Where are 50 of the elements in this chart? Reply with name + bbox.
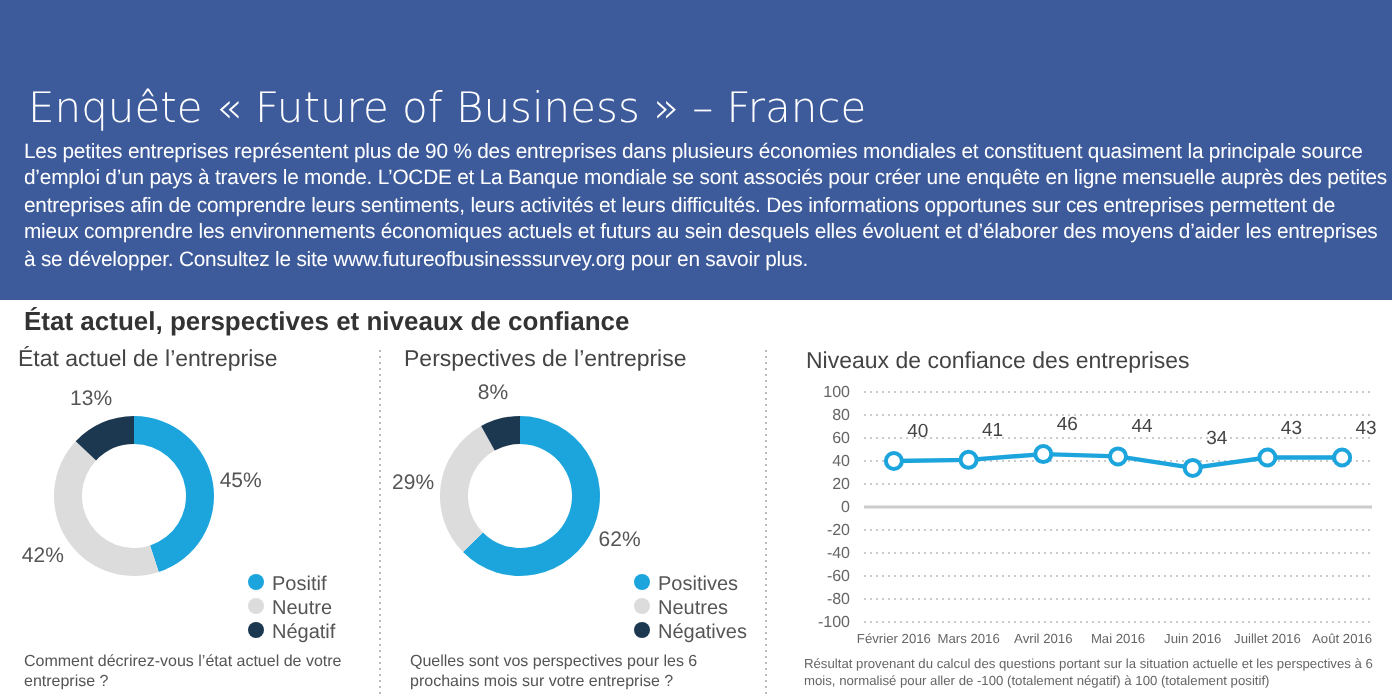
y-tick-label: 80 <box>832 406 852 425</box>
point <box>1257 447 1278 468</box>
text: Comment décrirez-vous l’état actuel de votre entreprise ? <box>24 652 343 690</box>
point <box>1332 447 1353 468</box>
chart-title: Perspectives de l’entreprise <box>404 348 687 372</box>
y-tick-label: 60 <box>832 429 852 448</box>
donut-slice <box>75 416 134 461</box>
data-label: 40 <box>907 421 929 443</box>
legend-label: Positives <box>658 574 739 596</box>
data-label: 8% <box>477 381 509 406</box>
y-tick-label: -80 <box>826 590 852 609</box>
data-label: 41 <box>982 419 1004 442</box>
y-tick-label: -40 <box>826 544 852 563</box>
donut-slice <box>134 416 214 573</box>
y-tick-label: -60 <box>826 567 852 586</box>
y-tick-label: 40 <box>832 452 852 471</box>
data-label: 62% <box>598 527 641 552</box>
point <box>958 449 979 470</box>
legend-label: Positif <box>272 574 327 596</box>
legend-label: Neutres <box>658 598 729 620</box>
donut-slice <box>481 416 520 451</box>
legend-label: Neutre <box>272 598 333 620</box>
data-label: 44 <box>1131 416 1153 439</box>
point <box>1108 446 1128 467</box>
point <box>1033 444 1054 465</box>
data-label: 46 <box>1056 414 1078 437</box>
chart-title: Niveaux de confiance des entreprises <box>806 350 1191 374</box>
data-label: 29% <box>392 470 435 495</box>
data-label: 43 <box>1355 417 1377 440</box>
y-tick-label: 20 <box>832 475 852 494</box>
legend-label: Négatif <box>272 622 336 644</box>
text: État actuel, perspectives et niveaux de confiance <box>24 306 630 336</box>
y-tick-label: -100 <box>817 613 852 632</box>
donut-slice <box>462 416 600 576</box>
y-tick-label: -20 <box>826 521 852 540</box>
text: Les petites entreprises représentent plus de 90 % des entreprises dans plusieurs économies mondiales et constituent quasiment la principale source d’emploi d’un pays à travers le monde. L’OCDE et La Banque mondiale se sont associés pour créer une enquête en ligne mensuelle auprès des petites entreprises afin de comprendre leurs sentiments, leurs activités et leurs difficultés. Des informations opportunes sur ces entreprises permettent de mieux comprendre les environnements économiques actuels et futurs au sein desquels elles évoluent et d’élaborer des moyens d’aider les entreprises à se développer. Consultez le site www.futureofbusinesssurvey.org pour en savoir plus. <box>24 140 1390 275</box>
y-tick-label: 100 <box>823 383 852 402</box>
y-tick-label: 0 <box>841 498 852 517</box>
data-label: 45% <box>219 469 262 494</box>
text: Quelles sont vos perspectives pour les 6 prochains mois sur votre entreprise ? <box>410 652 699 690</box>
donut-slice <box>440 426 495 553</box>
data-label: 34 <box>1206 427 1228 450</box>
point <box>1182 457 1203 478</box>
data-label: 42% <box>21 543 64 568</box>
data-label: 13% <box>70 386 113 411</box>
text: Enquête « Future of Business » – France <box>28 84 867 132</box>
legend-label: Négatives <box>658 622 747 644</box>
point <box>883 451 904 471</box>
chart-title: État actuel de l’entreprise <box>18 346 278 372</box>
data-label: 43 <box>1280 417 1302 440</box>
